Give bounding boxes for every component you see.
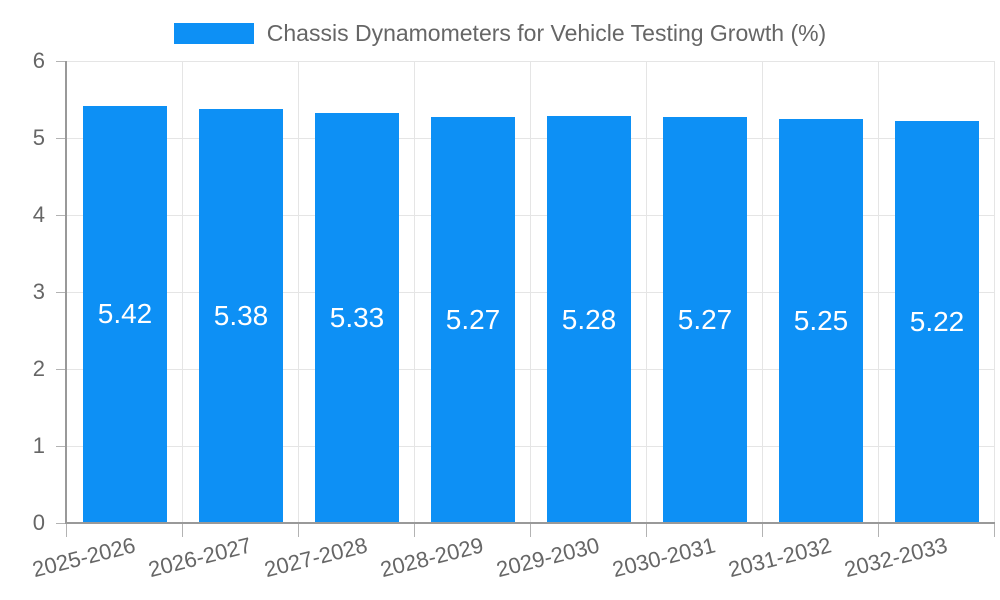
bar-value-label: 5.22 bbox=[909, 306, 965, 338]
bar: 5.27 bbox=[663, 117, 747, 523]
x-axis-tick bbox=[298, 523, 299, 537]
x-axis-tick bbox=[66, 523, 67, 537]
chart-title: Chassis Dynamometers for Vehicle Testing… bbox=[266, 19, 827, 46]
gridline-vertical bbox=[298, 61, 299, 523]
gridline-horizontal bbox=[67, 138, 995, 139]
x-axis-tick bbox=[762, 523, 763, 537]
gridline-vertical bbox=[414, 61, 415, 523]
y-axis-label: 6 bbox=[32, 48, 45, 73]
gridline-vertical bbox=[994, 61, 995, 523]
bar: 5.25 bbox=[779, 118, 863, 523]
gridline-horizontal bbox=[67, 369, 995, 370]
bar: 5.22 bbox=[895, 121, 979, 523]
bar: 5.27 bbox=[431, 117, 515, 523]
bar: 5.33 bbox=[315, 112, 399, 523]
y-axis-tick bbox=[56, 446, 67, 447]
gridline-horizontal bbox=[67, 215, 995, 216]
x-axis-line bbox=[65, 522, 995, 524]
y-axis-tick bbox=[56, 61, 67, 62]
x-axis-tick bbox=[878, 523, 879, 537]
y-axis-tick bbox=[56, 215, 67, 216]
legend-swatch-icon bbox=[173, 22, 254, 44]
gridline-horizontal bbox=[67, 446, 995, 447]
y-axis-label: 0 bbox=[32, 510, 45, 535]
gridline-horizontal bbox=[67, 61, 995, 62]
y-axis-tick bbox=[56, 138, 67, 139]
gridline-vertical bbox=[182, 61, 183, 523]
bar-value-label: 5.28 bbox=[561, 303, 617, 335]
y-axis-tick bbox=[56, 369, 67, 370]
gridline-vertical bbox=[878, 61, 879, 523]
y-axis-label: 4 bbox=[32, 202, 45, 227]
y-axis-tick bbox=[56, 523, 67, 524]
bar-value-label: 5.38 bbox=[213, 299, 269, 331]
chart-legend[interactable]: Chassis Dynamometers for Vehicle Testing… bbox=[0, 20, 1000, 46]
x-axis-tick bbox=[530, 523, 531, 537]
gridline-vertical bbox=[530, 61, 531, 523]
bar-value-label: 5.27 bbox=[677, 304, 733, 336]
bar: 5.38 bbox=[199, 108, 283, 523]
gridline-horizontal bbox=[67, 292, 995, 293]
x-axis-tick bbox=[994, 523, 995, 537]
y-axis-tick bbox=[56, 292, 67, 293]
bar-value-label: 5.25 bbox=[793, 304, 849, 336]
y-axis-label: 1 bbox=[32, 433, 45, 458]
y-axis-label: 2 bbox=[32, 356, 45, 381]
gridline-vertical bbox=[646, 61, 647, 523]
bar-value-label: 5.33 bbox=[329, 301, 385, 333]
x-axis-tick bbox=[182, 523, 183, 537]
x-axis-tick bbox=[646, 523, 647, 537]
x-axis-tick bbox=[414, 523, 415, 537]
y-axis-label: 3 bbox=[32, 279, 45, 304]
bar-value-label: 5.27 bbox=[445, 304, 501, 336]
y-axis-line bbox=[65, 61, 67, 523]
bar-value-label: 5.42 bbox=[97, 298, 153, 330]
bar: 5.28 bbox=[547, 116, 631, 523]
bar: 5.42 bbox=[83, 105, 167, 523]
gridline-vertical bbox=[762, 61, 763, 523]
y-axis-label: 5 bbox=[32, 125, 45, 150]
plot-area: 0 1 2 3 4 5 6 5.42 2025-2026 5.38 2026-2027 5.33 202… bbox=[30, 50, 995, 582]
